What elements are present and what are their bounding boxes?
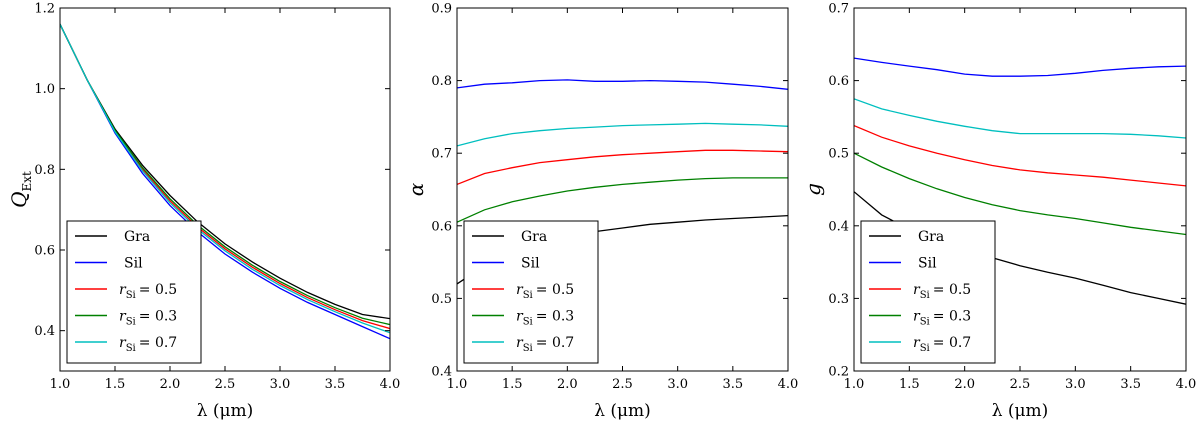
- x-tick-label: 3.5: [722, 377, 743, 392]
- x-axis-label: λ (μm): [992, 401, 1049, 421]
- series-line-r03: [854, 152, 1186, 236]
- y-tick-label: 0.5: [431, 292, 452, 307]
- y-tick-label: 0.8: [34, 163, 55, 178]
- x-tick-label: 1.0: [844, 377, 865, 392]
- x-tick-label: 1.5: [502, 377, 523, 392]
- y-tick-label: 1.2: [34, 2, 55, 17]
- y-tick-label: 0.6: [431, 219, 452, 234]
- y-tick-label: 0.4: [828, 219, 849, 234]
- x-tick-label: 2.5: [1010, 377, 1031, 392]
- x-tick-label: 4.0: [380, 377, 401, 392]
- legend-label-r07: rSi = 0.7: [913, 335, 971, 354]
- series-line-r03: [457, 177, 788, 223]
- x-tick-label: 2.5: [612, 377, 633, 392]
- legend-label-r07: rSi = 0.7: [516, 335, 574, 354]
- y-tick-label: 0.6: [34, 244, 55, 259]
- legend-label-r05: rSi = 0.5: [913, 282, 971, 301]
- legend-label-gra: Gra: [521, 229, 547, 245]
- x-tick-label: 3.5: [325, 377, 346, 392]
- series-line-r07: [60, 23, 390, 334]
- legend-label-r05: rSi = 0.5: [516, 282, 574, 301]
- y-axis-label: g: [801, 183, 825, 196]
- y-tick-label: 0.8: [431, 74, 452, 89]
- y-tick-label: 0.4: [34, 324, 55, 339]
- x-tick-label: 2.0: [954, 377, 975, 392]
- y-tick-label: 0.7: [828, 2, 849, 17]
- y-tick-label: 0.4: [431, 365, 452, 380]
- x-tick-label: 2.5: [215, 377, 236, 392]
- x-tick-label: 1.0: [50, 377, 71, 392]
- series-line-sil: [457, 79, 788, 90]
- legend-label-r05: rSi = 0.5: [119, 282, 177, 301]
- y-tick-label: 0.9: [431, 2, 452, 17]
- series-line-sil: [60, 23, 390, 340]
- y-axis-label-subscript: Ext: [20, 171, 34, 192]
- legend-label-r07: rSi = 0.7: [119, 335, 177, 354]
- x-tick-label: 1.5: [105, 377, 126, 392]
- series-group: [60, 23, 390, 340]
- y-tick-label: 0.6: [828, 74, 849, 89]
- x-tick-label: 3.0: [667, 377, 688, 392]
- y-axis-label: α: [404, 182, 428, 196]
- x-tick-label: 3.0: [270, 377, 291, 392]
- legend-label-r03: rSi = 0.3: [516, 309, 574, 328]
- legend-label-r03: rSi = 0.3: [913, 309, 971, 328]
- chart-panel-2: 1.0 1.5 2.0 2.5 3.0 3.5 4.0 0.4 0.5 0.6 0.7 0.8 0.9 λ…: [404, 2, 798, 422]
- legend-box: [66, 220, 202, 364]
- chart-panel-3: 1.0 1.5 2.0 2.5 3.0 3.5 4.0 0.2 0.3 0.4 0.5 0.6 0.7 λ…: [801, 2, 1196, 422]
- legend-box: [463, 220, 599, 364]
- series-group: [854, 57, 1186, 305]
- series-line-r03: [60, 23, 390, 326]
- x-tick-label: 4.0: [778, 377, 799, 392]
- legend-label-gra: Gra: [918, 229, 944, 245]
- x-tick-label: 4.0: [1176, 377, 1197, 392]
- y-tick-label: 0.7: [431, 147, 452, 162]
- x-tick-label: 3.5: [1120, 377, 1141, 392]
- x-axis-label: λ (μm): [594, 401, 651, 421]
- legend-label-sil: Sil: [124, 256, 143, 272]
- series-line-r07: [854, 98, 1186, 139]
- y-tick-label: 0.3: [828, 292, 849, 307]
- series-line-r07: [457, 122, 788, 147]
- legend-box: [860, 220, 996, 364]
- x-tick-label: 2.0: [160, 377, 181, 392]
- x-tick-label: 1.5: [899, 377, 920, 392]
- legend-label-r03: rSi = 0.3: [119, 309, 177, 328]
- y-axis-label: QExt: [7, 171, 34, 208]
- legend-label-sil: Sil: [918, 256, 937, 272]
- y-tick-label: 1.0: [34, 82, 55, 97]
- series-line-r05: [457, 149, 788, 186]
- chart-panel-1: 1.0 1.5 2.0 2.5 3.0 3.5 4.0 0.4 0.6 0.8 1.0 1.2 λ (μ…: [7, 2, 400, 422]
- x-tick-label: 1.0: [447, 377, 468, 392]
- y-tick-label: 0.5: [828, 147, 849, 162]
- series-line-r05: [854, 125, 1186, 187]
- x-axis-label: λ (μm): [197, 401, 254, 421]
- legend: Gra Sil rSi = 0.5 rSi = 0.3 rSi = 0.7: [66, 220, 202, 364]
- legend: Gra Sil rSi = 0.5 rSi = 0.3 rSi = 0.7: [860, 220, 996, 364]
- legend-label-gra: Gra: [124, 229, 150, 245]
- x-tick-label: 2.0: [557, 377, 578, 392]
- legend-label-sil: Sil: [521, 256, 540, 272]
- legend: Gra Sil rSi = 0.5 rSi = 0.3 rSi = 0.7: [463, 220, 599, 364]
- y-tick-label: 0.2: [828, 365, 849, 380]
- series-line-sil: [854, 57, 1186, 77]
- x-tick-label: 3.0: [1065, 377, 1086, 392]
